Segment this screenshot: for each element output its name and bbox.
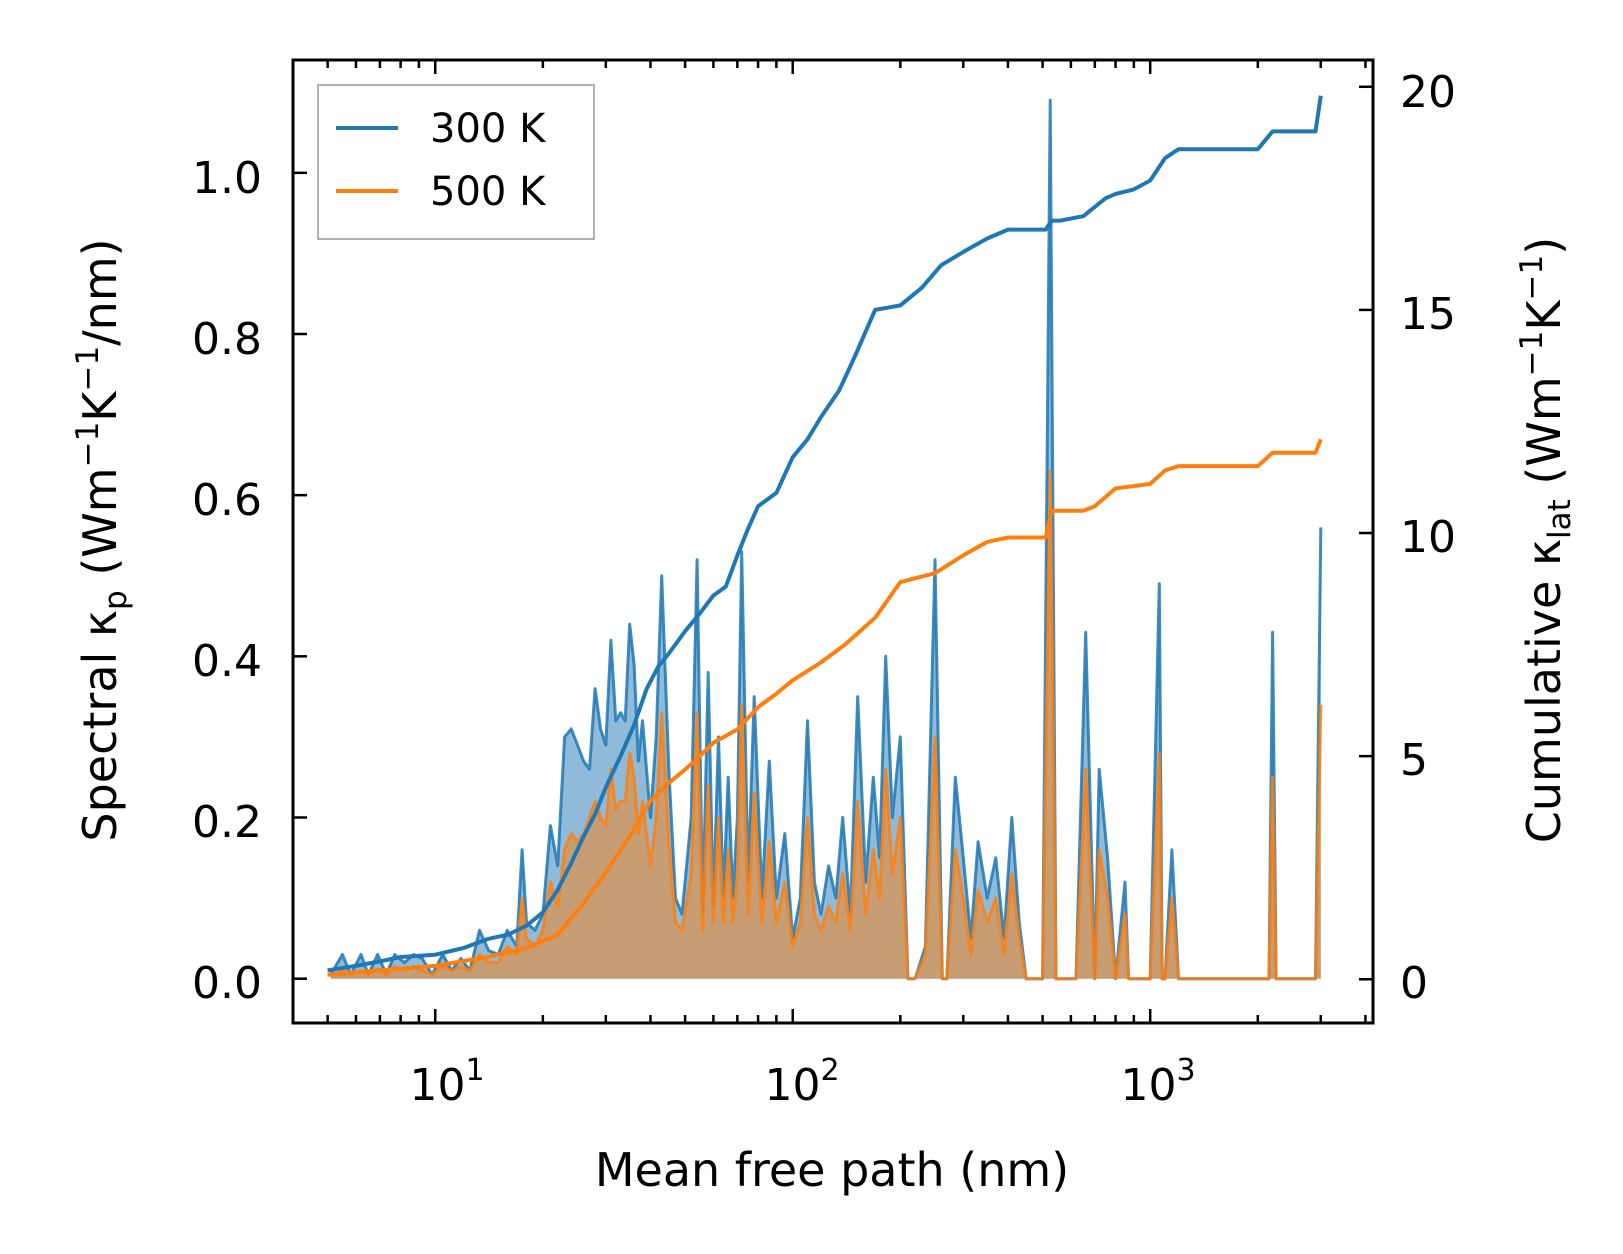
right-ylabel-prefix: Cumulative κ bbox=[1517, 539, 1571, 843]
left-ylabel-unit-b: K bbox=[73, 390, 127, 422]
x-tick-exp-1: 2 bbox=[820, 1053, 839, 1088]
spectral-fill-300k bbox=[330, 100, 1321, 979]
spectral-line-500k bbox=[330, 469, 1323, 981]
left-ylabel-unit-c: /nm) bbox=[73, 238, 127, 345]
x-tick-base-0: 10 bbox=[409, 1060, 465, 1111]
right-ylabel-sup1: −1 bbox=[1514, 331, 1550, 377]
cumulative-line-300k bbox=[327, 95, 1323, 973]
right-tick-label-0: 0 bbox=[1400, 958, 1428, 1009]
right-tick-label-4: 20 bbox=[1400, 67, 1456, 118]
x-tick-label-1: 102 bbox=[764, 1053, 839, 1111]
left-ylabel-sup2: −1 bbox=[70, 346, 106, 392]
left-tick-label-4: 0.8 bbox=[192, 314, 262, 365]
right-ylabel-sub: lat bbox=[1542, 499, 1578, 539]
right-ylabel-unit-b: K bbox=[1517, 299, 1571, 331]
legend-label-300k: 300 K bbox=[430, 106, 547, 152]
x-tick-base-2: 10 bbox=[1120, 1060, 1176, 1111]
x-tick-exp-2: 3 bbox=[1176, 1053, 1195, 1088]
left-tick-label-3: 0.6 bbox=[192, 475, 262, 526]
left-tick-label-5: 1.0 bbox=[192, 153, 262, 204]
right-ylabel-unit-c: ) bbox=[1517, 237, 1571, 255]
plot-frame bbox=[291, 58, 1375, 1025]
legend-label-500k: 500 K bbox=[430, 169, 547, 215]
left-ylabel-sub: p bbox=[98, 590, 134, 610]
left-ylabel-unit-a: (Wm bbox=[73, 467, 127, 590]
legend: 300 K 500 K bbox=[317, 84, 595, 240]
left-tick-label-1: 0.2 bbox=[192, 797, 262, 848]
x-tick-label-0: 101 bbox=[409, 1053, 484, 1111]
left-y-axis-title: Spectral κp (Wm−1K−1/nm) bbox=[70, 238, 134, 841]
left-ylabel-sup1: −1 bbox=[70, 422, 106, 468]
x-tick-exp-0: 1 bbox=[465, 1053, 484, 1088]
cumulative-line-500k bbox=[327, 438, 1323, 977]
legend-box bbox=[317, 84, 595, 240]
left-ylabel-prefix: Spectral κ bbox=[73, 610, 127, 842]
left-tick-label-0: 0.0 bbox=[192, 958, 262, 1009]
x-tick-label-2: 103 bbox=[1120, 1053, 1195, 1111]
right-ylabel-sup2: −1 bbox=[1514, 255, 1550, 301]
left-tick-label-2: 0.4 bbox=[192, 636, 262, 687]
x-axis-title: Mean free path (nm) bbox=[595, 1143, 1069, 1197]
x-tick-base-1: 10 bbox=[764, 1060, 820, 1111]
right-tick-label-2: 10 bbox=[1400, 512, 1456, 563]
right-y-axis-title: Cumulative κlat (Wm−1K−1) bbox=[1514, 237, 1578, 843]
cumulative-layer bbox=[327, 95, 1323, 977]
right-ylabel-unit-a: (Wm bbox=[1517, 376, 1571, 499]
right-tick-label-3: 15 bbox=[1400, 289, 1456, 340]
right-tick-label-1: 5 bbox=[1400, 735, 1428, 786]
